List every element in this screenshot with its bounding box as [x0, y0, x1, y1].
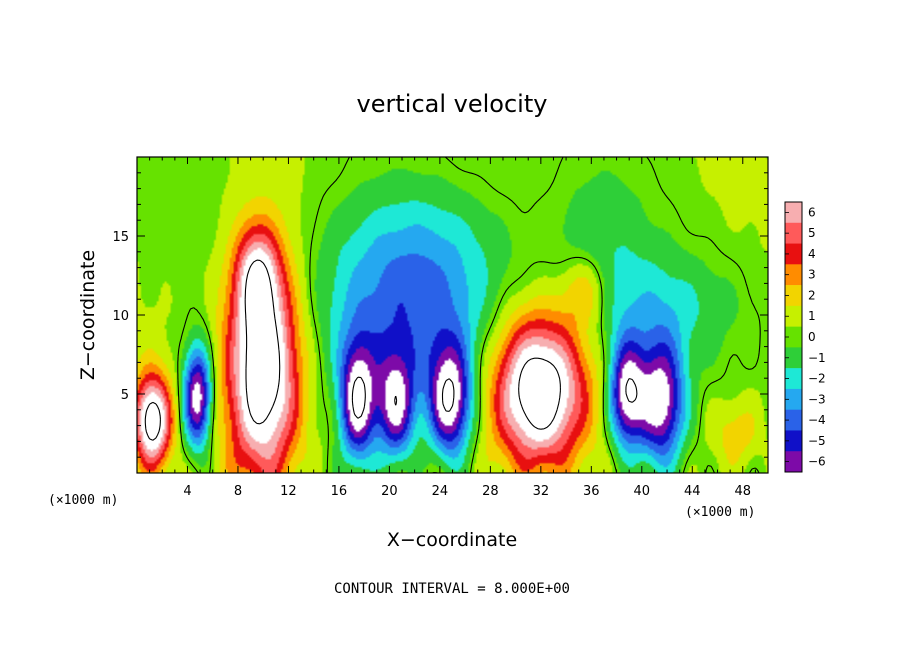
y-tick-label: 10	[112, 309, 129, 324]
x-tick-label: 44	[684, 484, 701, 499]
x-tick-label: 4	[183, 484, 191, 499]
colorbar-swatch	[785, 388, 802, 410]
x-tick-label: 24	[432, 484, 449, 499]
chart-title: vertical velocity	[357, 90, 548, 118]
colorbar-swatch	[785, 264, 802, 286]
contour-line-2	[144, 259, 561, 441]
contour-line-3	[351, 376, 638, 419]
contour-line-1	[177, 156, 761, 474]
colorbar-swatch	[785, 222, 802, 244]
x-tick-label: 20	[381, 484, 398, 499]
x-tick-label: 28	[482, 484, 499, 499]
x-tick-label: 16	[331, 484, 348, 499]
x-tick-label: 32	[533, 484, 550, 499]
colorbar-swatch	[785, 202, 802, 224]
colorbar-label: 3	[808, 268, 816, 282]
colorbar-swatch	[785, 409, 802, 431]
colorbar-label: 4	[808, 247, 816, 261]
colorbar-swatch	[785, 368, 802, 390]
colorbar-label: −4	[808, 413, 826, 427]
x-axis-ticks: 4 8 12 16 20 24 28 32 36 40 44 48	[149, 157, 756, 499]
colorbar-label: −5	[808, 434, 826, 448]
colorbar-label: 0	[808, 330, 816, 344]
colorbar: 6 5 4 3 2 1 0 −1 −2 −3 −4 −5 −6	[784, 201, 826, 473]
contour-interval-note: CONTOUR INTERVAL = 8.000E+00	[334, 581, 570, 597]
colorbar-label: −1	[808, 351, 826, 365]
y-axis-title: Z−coordinate	[77, 250, 99, 380]
colorbar-swatch	[785, 305, 802, 327]
x-tick-label: 48	[734, 484, 751, 499]
colorbar-label: −6	[808, 455, 826, 469]
x-unit-label-right: (×1000 m)	[685, 505, 755, 520]
contour-lines	[144, 156, 761, 474]
colorbar-swatch	[785, 326, 802, 348]
x-unit-label-left: (×1000 m)	[48, 493, 118, 508]
y-tick-label: 5	[121, 388, 129, 403]
colorbar-swatch	[785, 430, 802, 452]
y-axis-ticks: 5 10 15	[112, 172, 768, 458]
x-tick-label: 12	[280, 484, 297, 499]
colorbar-label: 1	[808, 309, 816, 323]
heatmap-field	[137, 157, 768, 473]
x-tick-label: 36	[583, 484, 600, 499]
x-axis-title: X−coordinate	[387, 529, 517, 551]
colorbar-label: −2	[808, 372, 826, 386]
colorbar-label: 2	[808, 288, 816, 302]
colorbar-label: 6	[808, 205, 816, 219]
colorbar-label: −3	[808, 392, 826, 406]
colorbar-swatch	[785, 243, 802, 265]
x-tick-label: 40	[634, 484, 651, 499]
colorbar-swatch	[785, 347, 802, 369]
colorbar-swatch	[785, 285, 802, 307]
colorbar-swatch	[785, 451, 802, 473]
y-tick-label: 15	[112, 230, 129, 245]
colorbar-label: 5	[808, 226, 816, 240]
x-tick-label: 8	[234, 484, 242, 499]
